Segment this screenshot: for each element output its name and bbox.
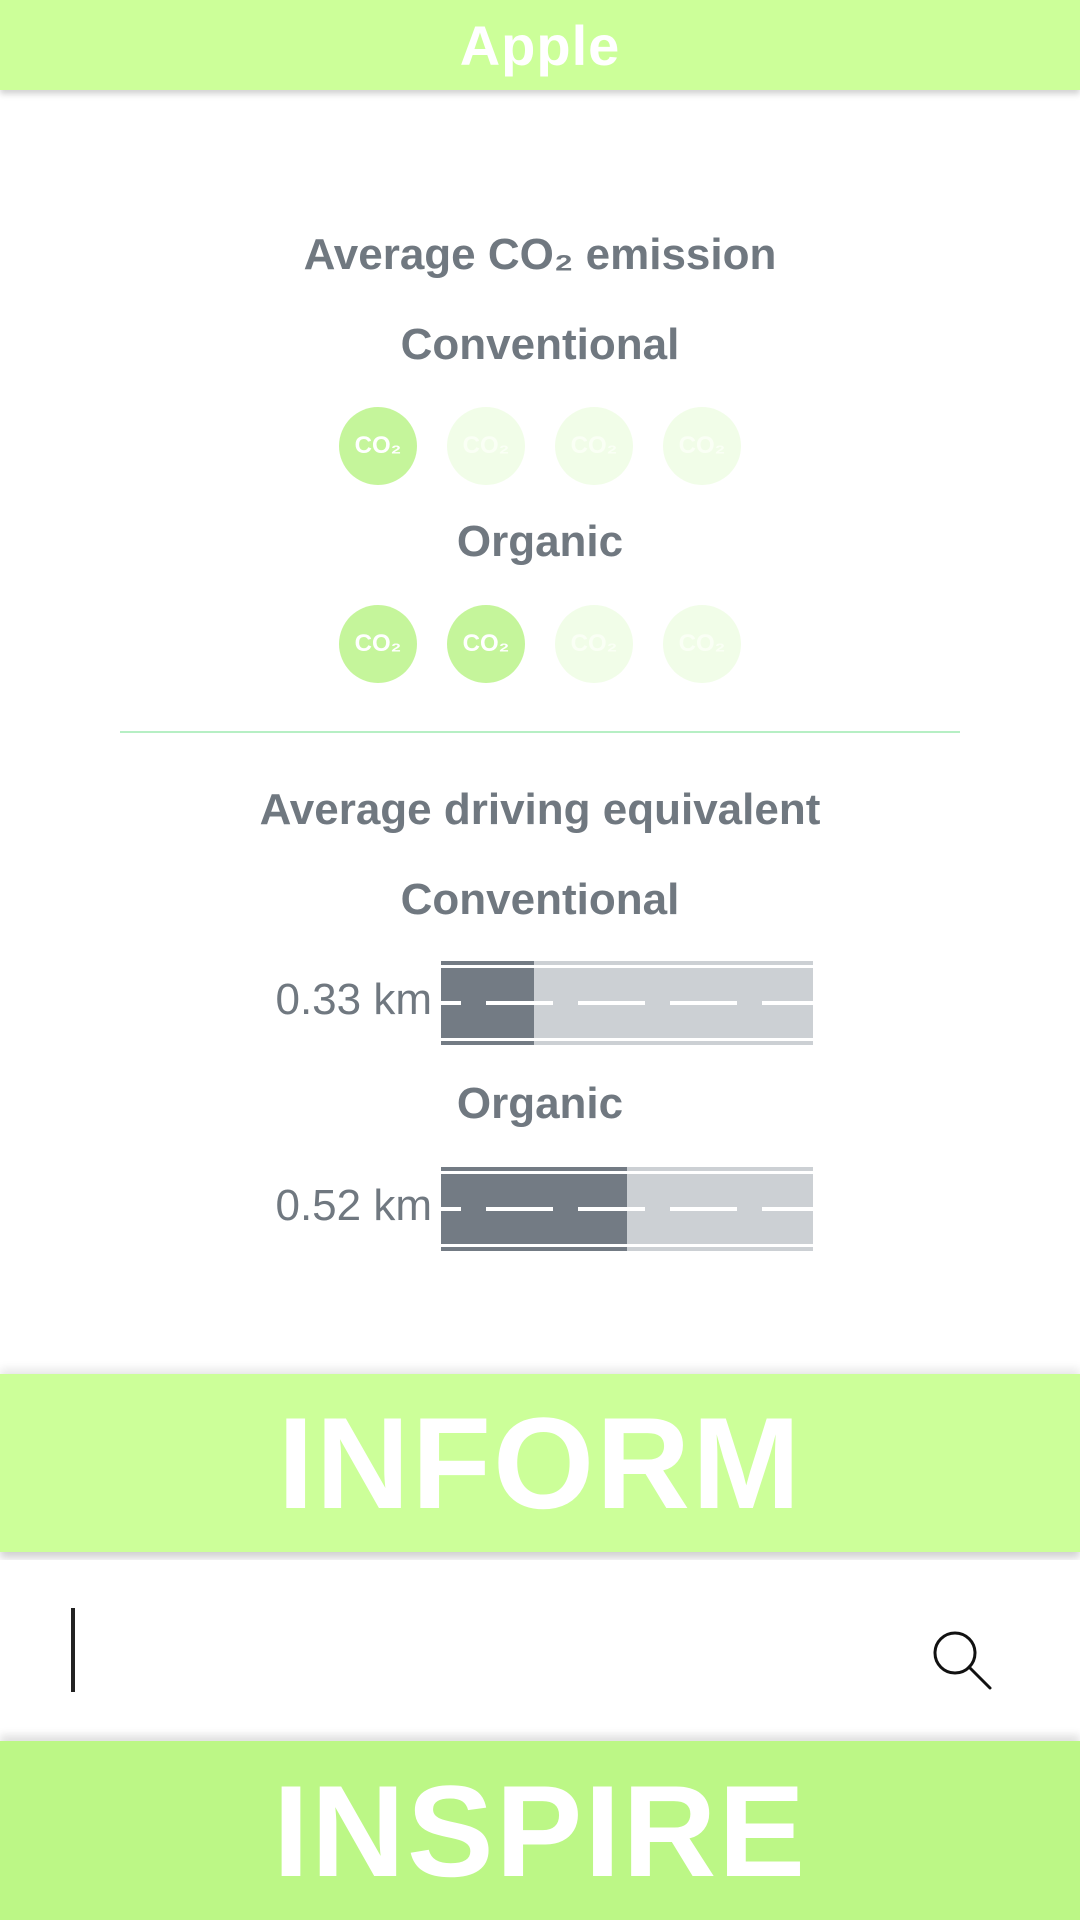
text-caret <box>71 1608 75 1692</box>
emission-conventional-label: Conventional <box>400 320 680 369</box>
inspire-button[interactable]: INSPIRE <box>0 1741 1080 1920</box>
driving-conventional-value: 0.33 km <box>275 975 432 1024</box>
driving-conventional-label: Conventional <box>400 875 680 924</box>
road-center-dashes <box>441 1207 813 1211</box>
co2-icon: CO₂ <box>555 407 633 485</box>
co2-icon: CO₂ <box>339 407 417 485</box>
co2-icon: CO₂ <box>339 605 417 683</box>
header-bar: Apple <box>0 0 1080 90</box>
road-progress-bar <box>441 961 813 1045</box>
emission-organic-label: Organic <box>456 517 624 566</box>
driving-organic-label: Organic <box>456 1079 624 1128</box>
co2-icon: CO₂ <box>447 407 525 485</box>
road-edge-line <box>441 1171 813 1174</box>
emission-conventional-indicators: CO₂ CO₂ CO₂ CO₂ <box>0 407 1080 485</box>
driving-heading: Average driving equivalent <box>259 785 821 834</box>
co2-icon: CO₂ <box>555 605 633 683</box>
co2-icon: CO₂ <box>447 605 525 683</box>
road-center-dashes <box>441 1001 813 1005</box>
driving-conventional-row: 0.33 km <box>0 961 1080 1045</box>
emission-organic-indicators: CO₂ CO₂ CO₂ CO₂ <box>0 605 1080 683</box>
search-icon[interactable] <box>930 1628 994 1692</box>
road-edge-line <box>441 1244 813 1247</box>
inform-button[interactable]: INFORM <box>0 1374 1080 1552</box>
driving-organic-value: 0.52 km <box>275 1181 432 1230</box>
road-progress-bar <box>441 1167 813 1251</box>
road-edge-line <box>441 1038 813 1041</box>
co2-icon: CO₂ <box>663 407 741 485</box>
section-divider <box>120 731 960 733</box>
search-bar <box>0 1560 1080 1732</box>
road-edge-line <box>441 965 813 968</box>
page-title: Apple <box>459 13 621 77</box>
driving-organic-row: 0.52 km <box>0 1167 1080 1251</box>
co2-icon: CO₂ <box>663 605 741 683</box>
search-input[interactable] <box>60 1600 904 1692</box>
emission-heading: Average CO₂ emission <box>303 230 777 279</box>
